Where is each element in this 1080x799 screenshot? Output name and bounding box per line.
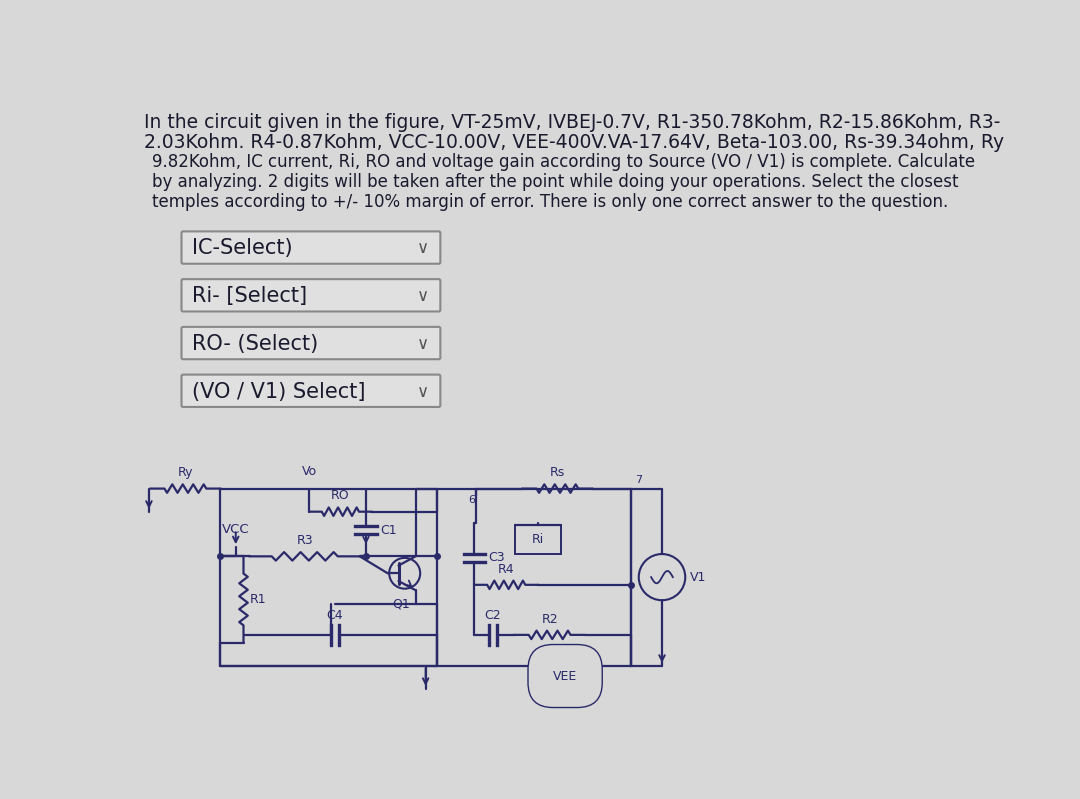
Text: C4: C4 xyxy=(326,609,343,622)
Text: Rs: Rs xyxy=(550,467,565,479)
Text: VEE: VEE xyxy=(553,670,577,682)
Text: R4: R4 xyxy=(498,562,514,575)
Text: ∨: ∨ xyxy=(417,335,430,353)
Text: by analyzing. 2 digits will be taken after the point while doing your operations: by analyzing. 2 digits will be taken aft… xyxy=(152,173,959,191)
Text: C1: C1 xyxy=(380,523,396,537)
Text: VCC: VCC xyxy=(221,523,249,536)
Text: ∨: ∨ xyxy=(417,240,430,257)
Text: Ri: Ri xyxy=(531,533,544,546)
Text: 7: 7 xyxy=(635,475,642,485)
Text: Vo: Vo xyxy=(301,465,316,478)
Text: ∨: ∨ xyxy=(417,287,430,305)
Text: 9.82Kohm, IC current, Ri, RO and voltage gain according to Source (VO / V1) is c: 9.82Kohm, IC current, Ri, RO and voltage… xyxy=(152,153,975,171)
Text: R1: R1 xyxy=(249,593,267,606)
Bar xyxy=(515,525,562,554)
FancyBboxPatch shape xyxy=(181,375,441,407)
Text: temples according to +/- 10% margin of error. There is only one correct answer t: temples according to +/- 10% margin of e… xyxy=(152,193,948,211)
Text: (VO / V1) Select]: (VO / V1) Select] xyxy=(192,382,366,402)
FancyBboxPatch shape xyxy=(181,327,441,360)
Text: RO: RO xyxy=(332,490,350,503)
Text: C2: C2 xyxy=(485,609,501,622)
Text: Ri- [Select]: Ri- [Select] xyxy=(192,286,308,306)
Text: R2: R2 xyxy=(541,613,558,626)
FancyBboxPatch shape xyxy=(181,232,441,264)
Text: Q1: Q1 xyxy=(392,598,409,611)
Text: Ry: Ry xyxy=(177,467,193,479)
FancyBboxPatch shape xyxy=(181,279,441,312)
Text: RO- (Select): RO- (Select) xyxy=(192,334,319,354)
Text: V1: V1 xyxy=(690,570,706,583)
Text: 2.03Kohm. R4-0.87Kohm, VCC-10.00V, VEE-400V.VA-17.64V, Beta-103.00, Rs-39.34ohm,: 2.03Kohm. R4-0.87Kohm, VCC-10.00V, VEE-4… xyxy=(145,133,1004,152)
Text: 6: 6 xyxy=(469,495,475,505)
Text: C3: C3 xyxy=(488,551,505,564)
Text: R3: R3 xyxy=(296,534,313,547)
FancyBboxPatch shape xyxy=(139,100,968,707)
Text: IC-Select): IC-Select) xyxy=(192,238,293,258)
Text: ∨: ∨ xyxy=(417,383,430,400)
Text: In the circuit given in the figure, VT-25mV, IVBEJ-0.7V, R1-350.78Kohm, R2-15.86: In the circuit given in the figure, VT-2… xyxy=(145,113,1001,132)
